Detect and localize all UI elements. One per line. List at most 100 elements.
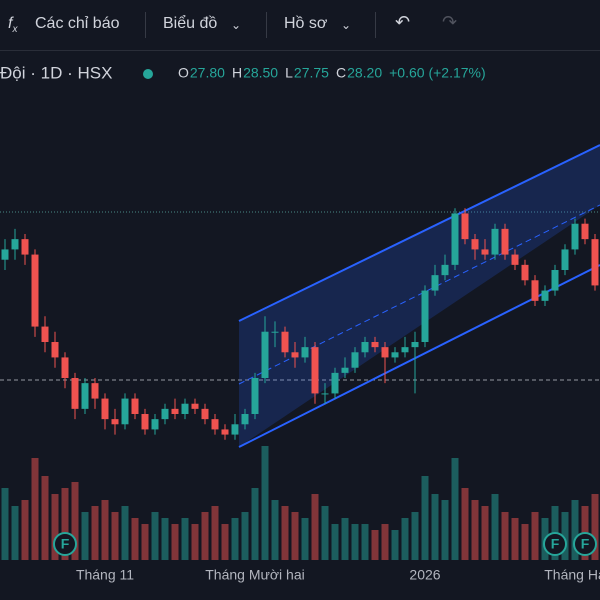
candle-body	[141, 414, 149, 430]
volume-bar	[361, 524, 369, 560]
candle-body	[321, 393, 329, 395]
volume-bar	[441, 500, 449, 560]
candle-body	[421, 290, 429, 342]
volume-bar	[571, 500, 579, 560]
volume-bar	[81, 512, 89, 560]
candle-body	[101, 398, 109, 420]
candle-body	[21, 239, 29, 255]
volume-bar	[271, 500, 279, 560]
volume-bar	[431, 494, 439, 560]
chart: Tháng 11 Tháng Mười hai 2026 Tháng Ha F F F Độ…	[0, 63, 600, 583]
separator	[145, 12, 146, 38]
volume-bar	[41, 476, 49, 560]
candle-body	[261, 331, 269, 378]
candle-body	[521, 264, 529, 281]
volume-bar	[51, 494, 59, 560]
toolbar: fx Các chỉ báo Biểu đồ ⌄ Hồ sơ ⌄ ↶ ↷	[0, 0, 600, 51]
candle-body	[151, 419, 159, 430]
candle-body	[371, 342, 379, 348]
volume-bar	[161, 518, 169, 560]
volume-bar	[351, 524, 359, 560]
candle-body	[211, 419, 219, 430]
candle-body	[51, 342, 59, 358]
event-label: F	[551, 536, 560, 552]
ohlc-value: 27.75	[294, 65, 329, 81]
candle-body	[551, 270, 559, 291]
volume-bar	[481, 506, 489, 560]
symbol: Đội · 1D · HSX	[0, 63, 112, 82]
candle-body	[281, 331, 289, 353]
volume-bar	[121, 506, 129, 560]
volume-bar	[381, 524, 389, 560]
volume-bar	[591, 494, 599, 560]
event-marker	[543, 532, 567, 556]
volume-bar	[321, 506, 329, 560]
chart-button[interactable]: Biểu đồ	[163, 15, 218, 32]
candle-body	[381, 347, 389, 358]
candle-body	[471, 239, 479, 250]
channel-top	[238, 144, 600, 322]
volume-bar	[171, 524, 179, 560]
candle-body	[1, 249, 9, 260]
volume-bar	[411, 512, 419, 560]
candle-body	[81, 383, 89, 409]
candle-body	[561, 249, 569, 270]
redo-button[interactable]: ↷	[442, 12, 458, 32]
candle-body	[391, 352, 399, 358]
volume-bar	[191, 524, 199, 560]
profile-button[interactable]: Hồ sơ	[284, 15, 328, 32]
volume-bar	[211, 506, 219, 560]
volume-bar	[31, 458, 39, 560]
volume-bar	[181, 518, 189, 560]
candle-body	[401, 347, 409, 353]
candle-body	[591, 239, 599, 286]
volume-bar	[341, 518, 349, 560]
candle-body	[581, 223, 589, 240]
chevron: ⌄	[341, 18, 352, 32]
event-label: F	[581, 536, 590, 552]
event-marker	[573, 532, 597, 556]
volume-bar	[61, 488, 69, 560]
candle-body	[71, 378, 79, 409]
volume-bar	[521, 524, 529, 560]
event-label: F	[61, 536, 70, 552]
volume-bar	[491, 494, 499, 560]
event-marker	[53, 532, 77, 556]
ohlc-change: +0.60 (+2.17%)	[389, 65, 486, 81]
volume-bar	[11, 506, 19, 560]
candle-body	[311, 347, 319, 394]
volume-bar	[511, 518, 519, 560]
volume-bar	[561, 512, 569, 560]
volume-bar	[21, 500, 29, 560]
candle-body	[501, 228, 509, 255]
ohlc-key: L	[285, 65, 293, 81]
volume-bar	[241, 512, 249, 560]
undo-button[interactable]: ↶	[395, 12, 411, 32]
channel-mid	[238, 204, 600, 385]
channel-fill	[239, 145, 600, 447]
volume-bar	[451, 458, 459, 560]
candle-body	[351, 352, 359, 368]
candle-body	[461, 213, 469, 240]
separator	[375, 12, 376, 38]
candle-body	[61, 357, 69, 378]
volume-bar	[471, 500, 479, 560]
candle-body	[441, 264, 449, 276]
volume-bar	[231, 518, 239, 560]
volume-bar	[101, 500, 109, 560]
candle-body	[481, 249, 489, 255]
volume-bar	[291, 512, 299, 560]
candle-body	[161, 408, 169, 420]
fx-icon[interactable]: fx	[8, 15, 18, 36]
candle-body	[171, 408, 179, 414]
volume-bar	[401, 518, 409, 560]
candle-body	[571, 223, 579, 250]
volume-bar	[371, 530, 379, 560]
volume-bar	[311, 494, 319, 560]
volume-bar	[301, 518, 309, 560]
candle-body	[341, 367, 349, 373]
channel-bottom	[238, 264, 600, 448]
volume-bar	[251, 488, 259, 560]
indicators-button[interactable]: Các chỉ báo	[35, 15, 120, 32]
